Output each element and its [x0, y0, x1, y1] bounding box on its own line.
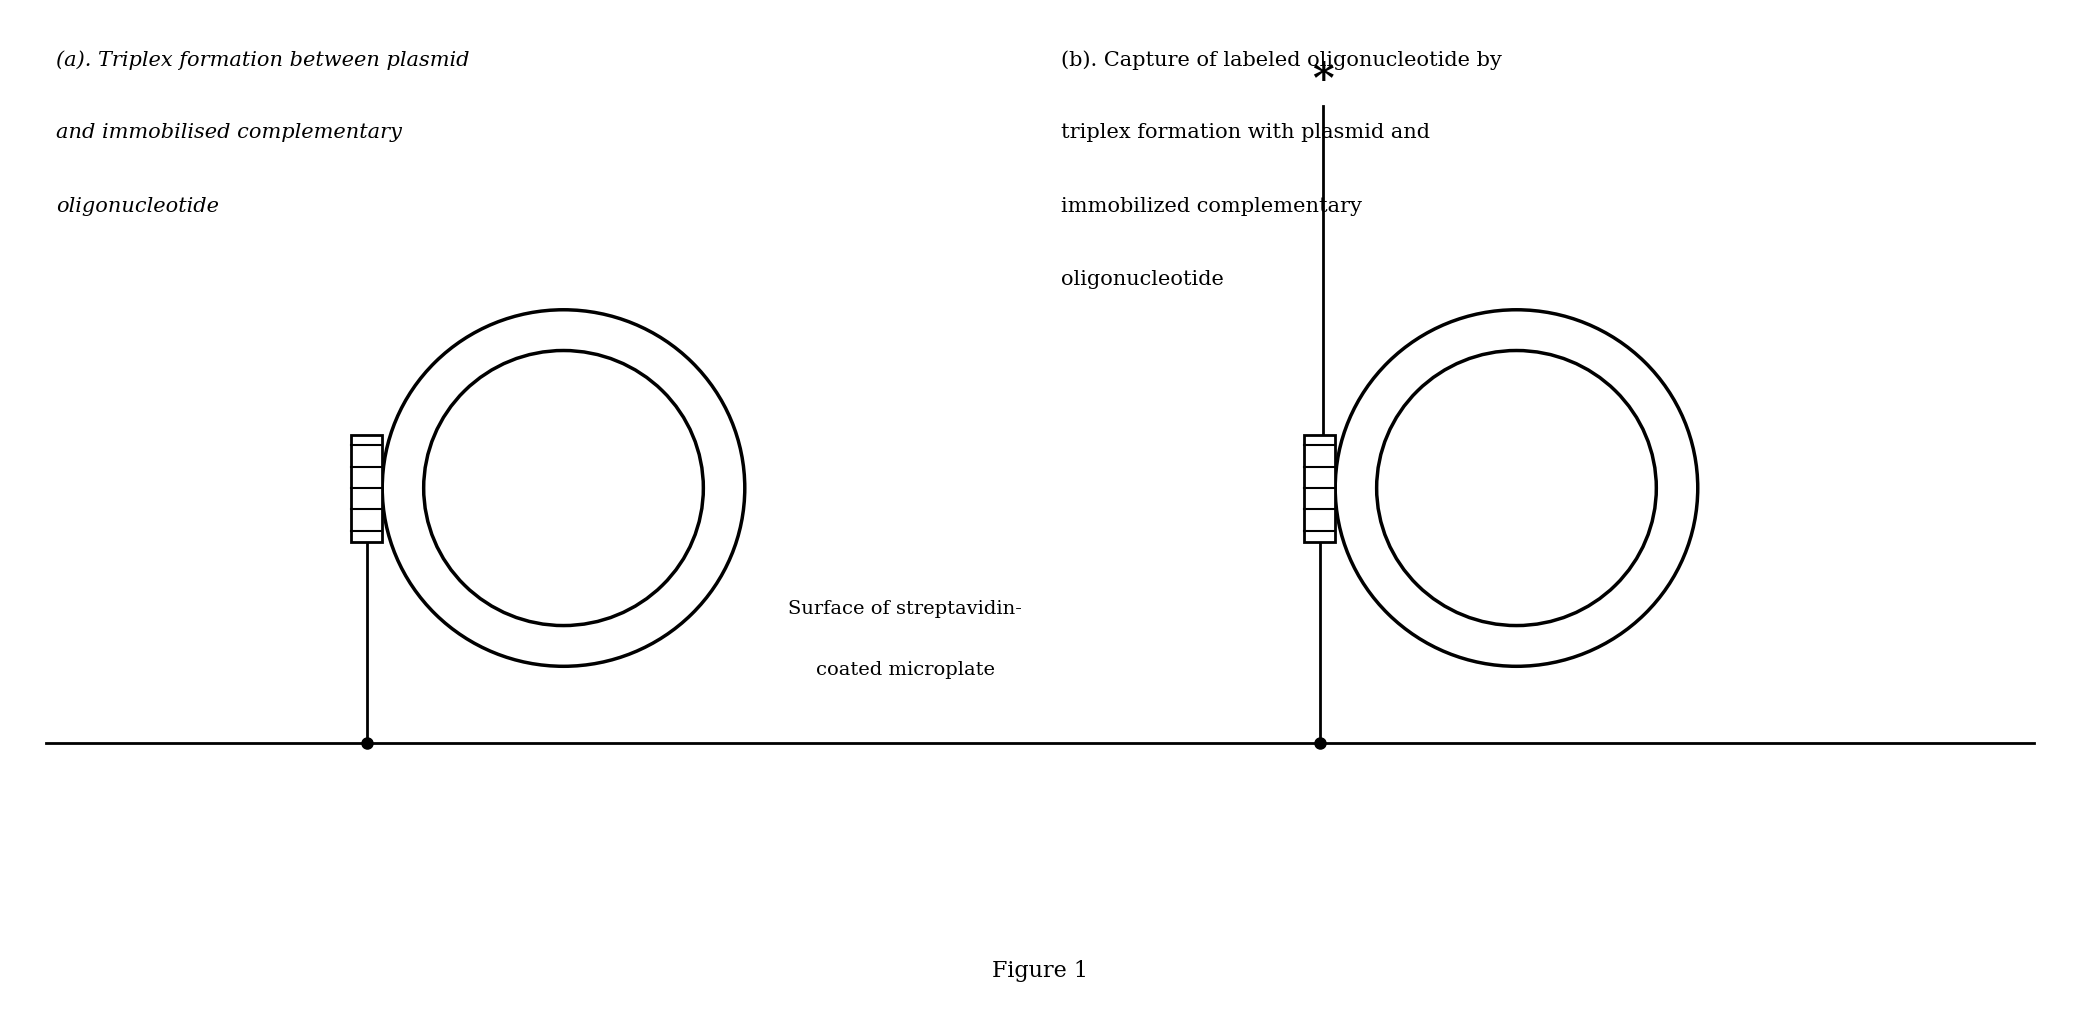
- Text: triplex formation with plasmid and: triplex formation with plasmid and: [1061, 123, 1429, 143]
- Text: coated microplate: coated microplate: [815, 661, 994, 679]
- Text: and immobilised complementary: and immobilised complementary: [56, 123, 401, 143]
- Text: immobilized complementary: immobilized complementary: [1061, 197, 1362, 216]
- Text: Figure 1: Figure 1: [992, 960, 1088, 982]
- Text: (a). Triplex formation between plasmid: (a). Triplex formation between plasmid: [56, 50, 470, 70]
- Text: oligonucleotide: oligonucleotide: [1061, 270, 1223, 289]
- Bar: [1304, 434, 1335, 541]
- Text: *: *: [1312, 60, 1333, 102]
- Text: (b). Capture of labeled oligonucleotide by: (b). Capture of labeled oligonucleotide …: [1061, 50, 1502, 70]
- Text: Surface of streptavidin-: Surface of streptavidin-: [788, 600, 1021, 618]
- Bar: [352, 434, 383, 541]
- Text: oligonucleotide: oligonucleotide: [56, 197, 218, 216]
